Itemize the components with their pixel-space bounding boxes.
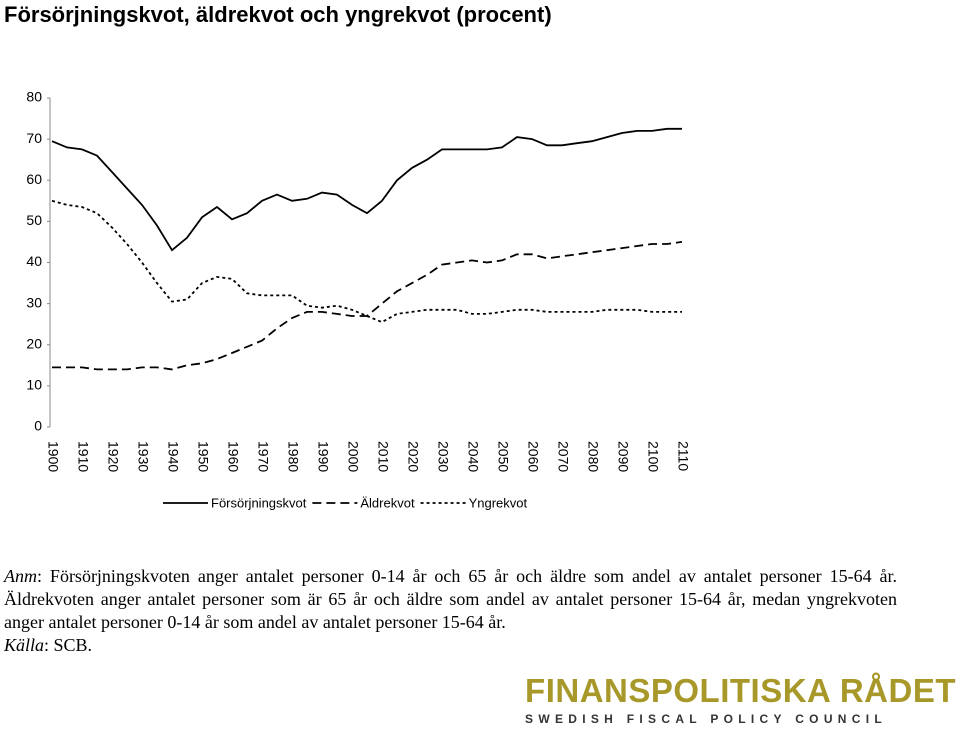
- x-tick-label: 1900: [45, 441, 61, 472]
- note-paragraph: Anm: Försörjningskvoten anger antalet pe…: [4, 565, 897, 634]
- x-tick-label: 1960: [225, 441, 241, 472]
- x-tick-label: 2020: [405, 441, 421, 472]
- y-tick-label: 30: [26, 294, 42, 310]
- y-tick-label: 50: [26, 212, 42, 228]
- note: Anm: Försörjningskvoten anger antalet pe…: [4, 565, 897, 657]
- chart: Försörjningskvot, äldrekvot och yngrekvo…: [4, 2, 691, 511]
- source-label: Källa: [4, 635, 45, 655]
- legend-label: Äldrekvot: [360, 495, 415, 510]
- x-tick-label: 1980: [285, 441, 301, 472]
- y-tick-label: 20: [26, 335, 42, 351]
- series-line: [52, 241, 683, 371]
- x-tick-label: 1920: [105, 441, 121, 472]
- x-tick-label: 2010: [375, 441, 391, 472]
- y-tick-label: 0: [34, 418, 42, 434]
- y-tick-label: 10: [26, 377, 42, 393]
- source-text: : SCB.: [44, 635, 93, 655]
- x-tick-label: 2040: [465, 441, 481, 472]
- x-tick-label: 2070: [555, 441, 571, 472]
- x-tick-label: 1940: [165, 441, 181, 472]
- y-tick-label: 60: [26, 171, 42, 187]
- x-tick-label: 1950: [195, 441, 211, 472]
- logo-subtitle: SWEDISH FISCAL POLICY COUNCIL: [525, 712, 887, 726]
- x-tick-label: 2100: [645, 441, 661, 472]
- x-tick-label: 2050: [495, 441, 511, 472]
- x-tick-label: 2000: [345, 441, 361, 472]
- note-text: : Försörjningskvoten anger antalet perso…: [4, 566, 897, 632]
- chart-title: Försörjningskvot, äldrekvot och yngrekvo…: [4, 2, 552, 27]
- logo: FINANSPOLITISKA RÅDET SWEDISH FISCAL POL…: [525, 672, 956, 727]
- y-tick-label: 70: [26, 130, 42, 146]
- series-line: [51, 199, 682, 324]
- legend-label: Försörjningskvot: [211, 495, 307, 510]
- x-tick-label: 1990: [315, 441, 331, 472]
- x-tick-label: 2080: [585, 441, 601, 472]
- series-line: [51, 127, 682, 252]
- logo-name: FINANSPOLITISKA RÅDET: [525, 672, 956, 709]
- y-tick-label: 80: [26, 89, 42, 105]
- x-tick-label: 2090: [615, 441, 631, 472]
- source: Källa: SCB.: [4, 634, 897, 657]
- note-label: Anm: [4, 566, 37, 586]
- x-tick-label: 1970: [255, 441, 271, 472]
- x-tick-label: 1930: [135, 441, 151, 472]
- x-tick-label: 2030: [435, 441, 451, 472]
- x-tick-label: 2110: [675, 441, 691, 471]
- y-tick-label: 40: [26, 253, 42, 269]
- x-tick-label: 2060: [525, 441, 541, 472]
- legend-label: Yngrekvot: [469, 495, 528, 510]
- x-tick-label: 1910: [75, 441, 91, 472]
